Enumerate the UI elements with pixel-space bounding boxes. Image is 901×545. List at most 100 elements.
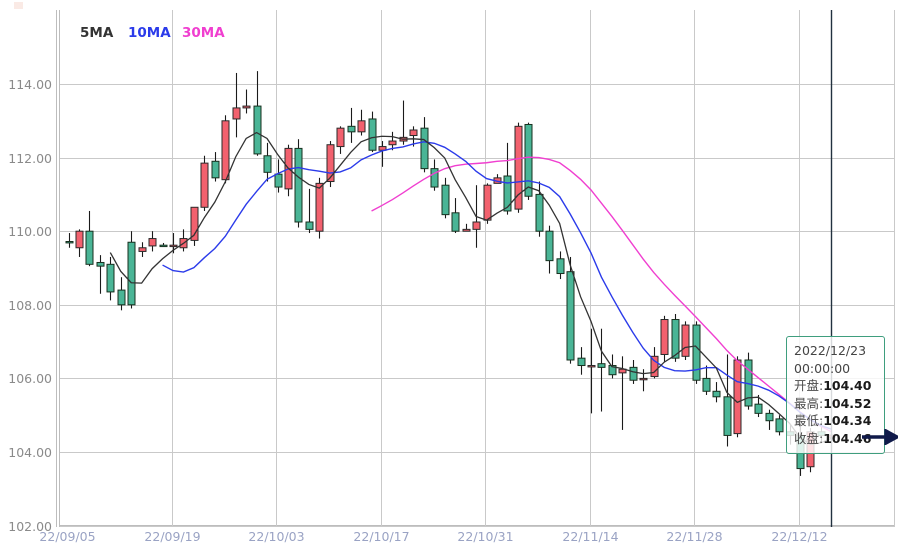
candle[interactable]	[409, 126, 418, 147]
candle[interactable]	[211, 152, 220, 182]
candle[interactable]	[221, 115, 230, 184]
ohlc-tooltip: 2022/12/23 00:00:00 开盘:104.40 最高:104.52 …	[786, 336, 885, 454]
candle[interactable]	[692, 321, 701, 384]
candle[interactable]	[106, 256, 115, 301]
candle[interactable]	[660, 315, 669, 362]
candle[interactable]	[430, 159, 439, 191]
candle[interactable]	[754, 394, 763, 418]
candle[interactable]	[556, 251, 565, 280]
candle[interactable]	[75, 229, 84, 257]
tooltip-high-label: 最高:	[794, 395, 824, 411]
candle[interactable]	[159, 242, 168, 248]
candle[interactable]	[451, 198, 460, 234]
legend-ma5-label: 5MA	[80, 25, 114, 41]
candle[interactable]	[200, 155, 209, 211]
tooltip-close-value: 104.46	[823, 430, 872, 446]
y-axis-tick-label: 114.00	[8, 77, 52, 92]
tooltip-close-row: 收盘:104.46	[794, 430, 878, 448]
candle[interactable]	[744, 352, 753, 410]
candle[interactable]	[765, 409, 774, 430]
candle[interactable]	[587, 328, 596, 414]
y-axis-tick-label: 102.00	[8, 519, 52, 534]
candle[interactable]	[274, 159, 283, 193]
candle[interactable]	[650, 347, 659, 379]
candle[interactable]	[117, 277, 126, 311]
candle[interactable]	[127, 231, 136, 309]
x-axis-tick-label: 22/12/12	[771, 529, 827, 544]
x-axis-labels: 22/09/05 22/09/19 22/10/03 22/10/17 22/10/31…	[39, 529, 827, 544]
tooltip-low-label: 最低:	[794, 413, 824, 428]
tooltip-time: 00:00:00	[794, 360, 851, 376]
candle[interactable]	[190, 206, 199, 246]
legend-ma10-label: 10MA	[128, 25, 171, 41]
candle[interactable]	[85, 210, 94, 267]
y-axis-tick-label: 110.00	[8, 224, 52, 239]
y-axis-tick-label: 108.00	[8, 298, 52, 313]
candle[interactable]	[545, 225, 554, 274]
candle[interactable]	[681, 321, 690, 360]
candle[interactable]	[577, 347, 586, 375]
candle-series[interactable]	[65, 71, 836, 476]
candle[interactable]	[462, 223, 471, 232]
candle[interactable]	[148, 231, 157, 252]
candle[interactable]	[723, 354, 732, 447]
tooltip-low-row: 最低:104.34	[794, 412, 878, 430]
candle[interactable]	[388, 131, 397, 151]
tooltip-close-label: 收盘:	[794, 430, 824, 446]
tooltip-high-row: 最高:104.52	[794, 395, 878, 413]
candle[interactable]	[514, 122, 523, 213]
candle[interactable]	[326, 141, 335, 188]
candle[interactable]	[263, 142, 272, 182]
tooltip-open-label: 开盘:	[794, 378, 824, 393]
tooltip-high-value: 104.52	[823, 395, 872, 411]
candle[interactable]	[712, 382, 721, 403]
candle[interactable]	[138, 242, 147, 257]
x-axis-tick-label: 22/10/31	[457, 529, 513, 544]
y-axis-labels: 114.00 112.00 110.00 108.00 106.00 104.00 102.…	[8, 77, 52, 534]
candle[interactable]	[671, 314, 680, 362]
candle[interactable]	[368, 111, 377, 153]
candle[interactable]	[253, 71, 262, 156]
candle[interactable]	[357, 109, 366, 136]
candle[interactable]	[242, 89, 251, 114]
candle[interactable]	[733, 356, 742, 438]
candle[interactable]	[420, 117, 429, 173]
candle[interactable]	[96, 255, 105, 294]
candle[interactable]	[618, 356, 627, 430]
candle[interactable]	[65, 233, 74, 248]
ma-legend: 5MA 10MA 30MA	[80, 25, 225, 41]
candle[interactable]	[347, 107, 356, 143]
y-axis-tick-label: 104.00	[8, 445, 52, 460]
candle[interactable]	[294, 139, 303, 228]
candle[interactable]	[378, 141, 387, 167]
ma10-line	[162, 141, 832, 430]
grid-lines	[56, 10, 895, 527]
candle[interactable]	[503, 142, 512, 215]
tooltip-open-value: 104.40	[823, 378, 872, 393]
candle[interactable]	[639, 369, 648, 392]
x-axis-tick-label: 22/11/28	[666, 529, 722, 544]
candle[interactable]	[179, 229, 188, 252]
candle[interactable]	[597, 328, 606, 412]
candle[interactable]	[232, 72, 241, 138]
candle[interactable]	[441, 177, 450, 219]
ma5-line	[109, 131, 832, 445]
x-axis-tick-label: 22/10/17	[353, 529, 409, 544]
y-axis-tick-label: 112.00	[8, 151, 52, 166]
candle[interactable]	[305, 188, 314, 234]
candle[interactable]	[702, 365, 711, 395]
legend-ma30-label: 30MA	[182, 25, 225, 41]
candle[interactable]	[775, 415, 784, 436]
candle[interactable]	[566, 256, 575, 364]
cursor-arrow-marker	[862, 429, 898, 445]
tooltip-date: 2022/12/23	[794, 343, 867, 358]
x-axis-tick-label: 22/10/03	[248, 529, 304, 544]
y-axis-tick-label: 106.00	[8, 371, 52, 386]
candle[interactable]	[336, 126, 345, 154]
x-axis-tick-label: 22/11/14	[562, 529, 618, 544]
background-artifact	[14, 2, 23, 9]
tooltip-low-value: 104.34	[823, 413, 872, 428]
ma30-line	[371, 156, 832, 433]
